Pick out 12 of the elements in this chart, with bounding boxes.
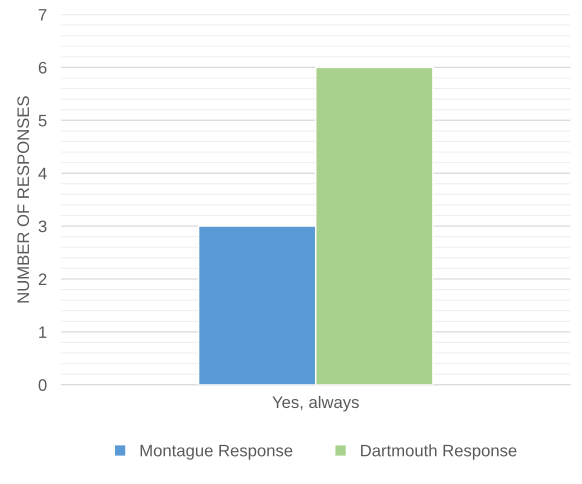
y-tick-label: 2 bbox=[38, 273, 46, 286]
y-tick-label: 4 bbox=[38, 168, 47, 180]
y-tick-label: 7 bbox=[38, 9, 46, 21]
legend-label: Dartmouth Response bbox=[361, 444, 516, 460]
x-tick-label: Yes, always bbox=[272, 396, 359, 412]
legend-label: Montague Response bbox=[140, 444, 292, 460]
y-tick-label: 6 bbox=[38, 62, 46, 74]
y-tick-label: 0 bbox=[38, 379, 47, 391]
y-tick-label: 3 bbox=[38, 220, 46, 232]
y-axis-title: NUMBER OF RESPONSES bbox=[17, 96, 30, 302]
y-tick-label: 5 bbox=[38, 114, 47, 127]
y-tick-label: 1 bbox=[39, 326, 46, 338]
